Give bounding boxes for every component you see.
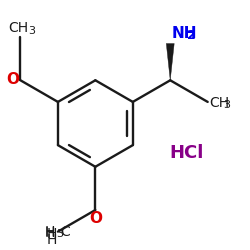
Text: 3: 3	[28, 26, 35, 36]
Text: H: H	[45, 226, 56, 240]
Text: H: H	[46, 226, 57, 240]
Text: C: C	[60, 225, 70, 239]
Text: H: H	[46, 233, 57, 247]
Text: CH: CH	[210, 96, 230, 110]
Text: H: H	[45, 225, 56, 239]
Polygon shape	[166, 44, 174, 80]
Text: O: O	[89, 211, 102, 226]
Text: 3: 3	[56, 229, 63, 239]
Text: 3: 3	[223, 100, 230, 110]
Text: HCl: HCl	[170, 144, 204, 162]
Text: NH: NH	[172, 26, 197, 40]
Text: 2: 2	[187, 29, 196, 42]
Text: CH: CH	[8, 20, 28, 34]
Text: O: O	[6, 72, 19, 86]
